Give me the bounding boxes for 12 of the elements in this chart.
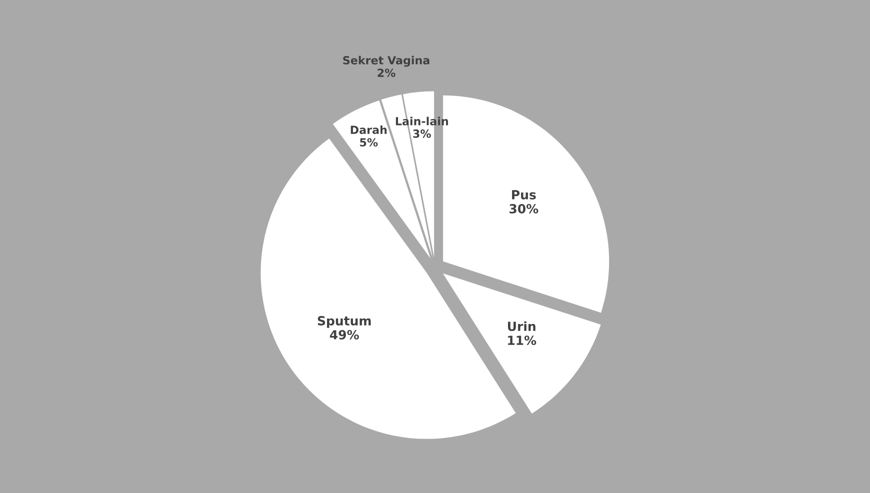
data-label: 49% [330,330,359,340]
data-label: 5% [360,138,378,146]
slice-label: Sputum [318,316,371,328]
slice-label: Darah [350,125,387,134]
slice-label: Lain-lain [396,116,448,126]
data-label: 2% [378,68,396,77]
data-label: 11% [508,336,536,346]
slice-label: Urin [508,321,536,332]
slice-label: Sekret Vagina [343,56,430,67]
slice-label: Pus [512,190,536,200]
data-label: 30% [510,204,538,214]
data-label: 3% [413,129,431,138]
